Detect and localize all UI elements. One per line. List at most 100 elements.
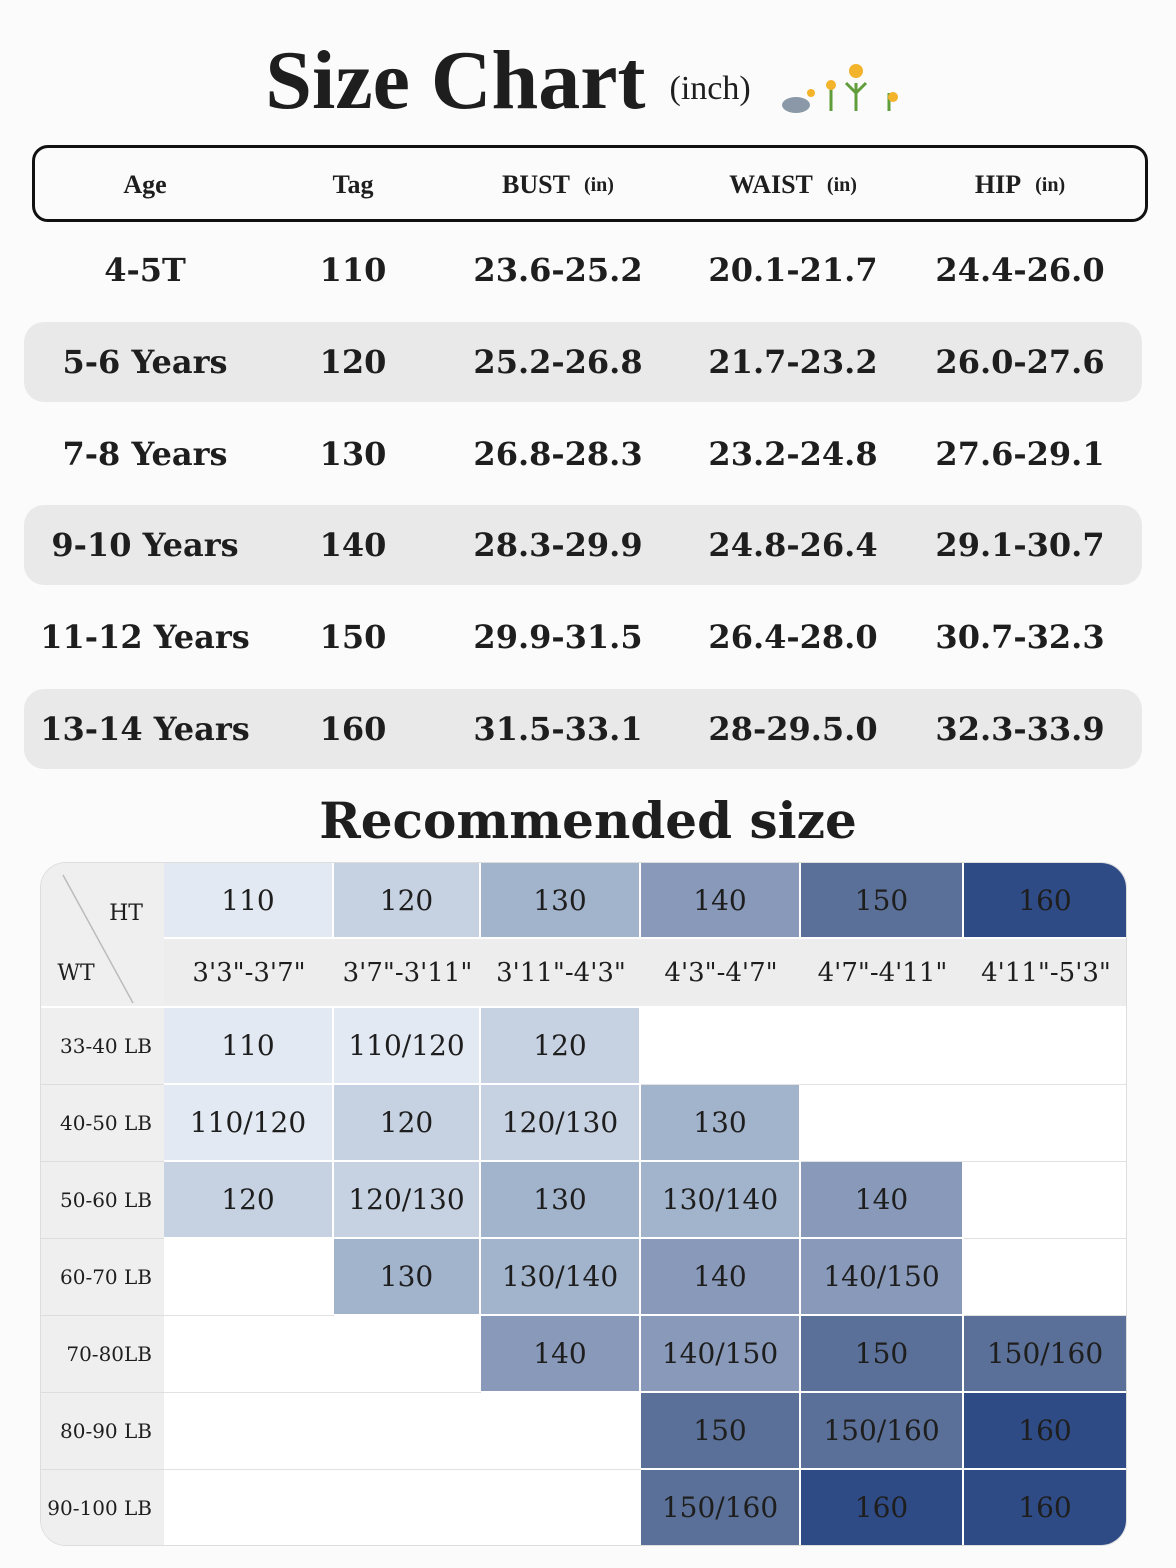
table-cell: 130 bbox=[319, 434, 387, 473]
empty-cell bbox=[164, 1393, 334, 1470]
table-cell: 23.2-24.8 bbox=[708, 434, 878, 473]
table-cell: 5-6 Years bbox=[62, 342, 228, 381]
table-cell: 120 bbox=[319, 342, 387, 381]
title-block: Size Chart (inch) bbox=[0, 30, 1176, 130]
weight-label-cell: 90-100 LB bbox=[41, 1470, 164, 1545]
size-cell: 140/150 bbox=[801, 1239, 964, 1316]
table-cell: 150 bbox=[319, 618, 387, 657]
table-cell: 23.6-25.2 bbox=[473, 251, 643, 289]
height-range: 4'11"-5'3" bbox=[964, 939, 1126, 1006]
recommended-title: Recommended size bbox=[319, 790, 857, 850]
table-cell: 25.2-26.8 bbox=[473, 342, 643, 381]
unit: (inch) bbox=[669, 70, 751, 107]
size-cell: 160 bbox=[964, 1393, 1126, 1470]
size-cell: 140 bbox=[641, 1239, 801, 1316]
size-cell: 150/160 bbox=[964, 1316, 1126, 1393]
row-band bbox=[24, 505, 1142, 586]
size-cell: 130 bbox=[334, 1239, 481, 1316]
empty-cell bbox=[641, 1008, 801, 1085]
height-header: 150 bbox=[801, 863, 964, 939]
size-cell: 130 bbox=[641, 1085, 801, 1162]
table-cell: 26.0-27.6 bbox=[935, 342, 1105, 381]
weight-label-cell: 70-80LB bbox=[41, 1316, 164, 1393]
empty-cell bbox=[964, 1239, 1126, 1316]
size-cell: 150 bbox=[801, 1316, 964, 1393]
size-cell: 160 bbox=[801, 1470, 964, 1545]
empty-cell bbox=[801, 1085, 964, 1162]
size-cell: 160 bbox=[964, 1470, 1126, 1545]
table-cell: 13-14 Years bbox=[40, 710, 250, 748]
empty-cell bbox=[334, 1393, 481, 1470]
size-cell: 110/120 bbox=[164, 1085, 334, 1162]
size-cell: 120 bbox=[481, 1008, 641, 1085]
empty-cell bbox=[334, 1316, 481, 1393]
height-header: 120 bbox=[334, 863, 481, 939]
height-range: 3'7"-3'11" bbox=[334, 939, 481, 1006]
corner bbox=[41, 863, 164, 1006]
row-band bbox=[24, 689, 1142, 769]
empty-cell bbox=[164, 1316, 334, 1393]
height-label: HT bbox=[109, 900, 143, 926]
table-cell: 110 bbox=[319, 251, 387, 289]
recommended-grid: HT WT 110 3'3"-3'7" 120 3'7"-3'11" 130 3'11"-4'… bbox=[40, 862, 1127, 1546]
size-cell: 130/140 bbox=[481, 1239, 641, 1316]
height-range: 3'11"-4'3" bbox=[481, 939, 641, 1006]
column-unit: (in) bbox=[826, 173, 857, 196]
size-cell: 120 bbox=[164, 1162, 334, 1239]
column-name: Tag bbox=[332, 170, 374, 199]
size-cell: 130/140 bbox=[641, 1162, 801, 1239]
empty-cell bbox=[964, 1162, 1126, 1239]
column-header: Age bbox=[35, 155, 255, 215]
table-cell: 140 bbox=[319, 526, 387, 565]
table-cell: 27.6-29.1 bbox=[935, 434, 1105, 473]
table-cell: 26.8-28.3 bbox=[473, 434, 643, 473]
table-cell: 160 bbox=[319, 710, 387, 748]
table-cell: 24.4-26.0 bbox=[935, 251, 1105, 289]
column-header: WAIST (in) bbox=[683, 155, 903, 215]
table-cell: 32.3-33.9 bbox=[935, 710, 1105, 748]
column-header: Tag bbox=[243, 155, 463, 215]
header-box bbox=[32, 145, 1148, 222]
table-cell: 28.3-29.9 bbox=[473, 526, 643, 565]
size-cell: 120 bbox=[334, 1085, 481, 1162]
table-cell: 9-10 Years bbox=[51, 526, 239, 565]
table-cell: 21.7-23.2 bbox=[708, 342, 878, 381]
table-cell: 24.8-26.4 bbox=[708, 526, 878, 565]
table-cell: 7-8 Years bbox=[62, 434, 228, 473]
height-range: 4'7"-4'11" bbox=[801, 939, 964, 1006]
empty-cell bbox=[481, 1393, 641, 1470]
empty-cell bbox=[164, 1239, 334, 1316]
table-cell: 11-12 Years bbox=[40, 618, 250, 657]
size-cell: 150/160 bbox=[801, 1393, 964, 1470]
height-header: 160 bbox=[964, 863, 1126, 939]
size-cell: 140/150 bbox=[641, 1316, 801, 1393]
table-cell: 28-29.5.0 bbox=[708, 710, 878, 748]
row-band bbox=[24, 321, 1142, 402]
corner-diagonal bbox=[62, 874, 134, 1004]
weight-label: WT bbox=[57, 960, 95, 986]
empty-cell bbox=[964, 1085, 1126, 1162]
title: Size Chart bbox=[265, 33, 646, 127]
empty-cell bbox=[334, 1470, 481, 1545]
table-cell: 26.4-28.0 bbox=[708, 618, 878, 657]
table-cell: 31.5-33.1 bbox=[473, 710, 643, 748]
height-range: 3'3"-3'7" bbox=[164, 939, 334, 1006]
column-name: HIP bbox=[974, 170, 1022, 199]
empty-cell bbox=[481, 1470, 641, 1545]
height-header: 140 bbox=[641, 863, 801, 939]
size-cell: 150/160 bbox=[641, 1470, 801, 1545]
height-range: 4'3"-4'7" bbox=[641, 939, 801, 1006]
table-cell: 4-5T bbox=[104, 251, 186, 289]
weight-label-cell: 33-40 LB bbox=[41, 1008, 164, 1085]
column-header: BUST (in) bbox=[448, 155, 668, 215]
weight-label-cell: 40-50 LB bbox=[41, 1085, 164, 1162]
column-unit: (in) bbox=[1035, 173, 1066, 196]
size-cell: 140 bbox=[481, 1316, 641, 1393]
column-name: Age bbox=[123, 170, 167, 199]
size-cell: 150 bbox=[641, 1393, 801, 1470]
table-cell: 29.9-31.5 bbox=[473, 618, 643, 657]
weight-label-cell: 50-60 LB bbox=[41, 1162, 164, 1239]
size-cell: 140 bbox=[801, 1162, 964, 1239]
size-cell: 130 bbox=[481, 1162, 641, 1239]
